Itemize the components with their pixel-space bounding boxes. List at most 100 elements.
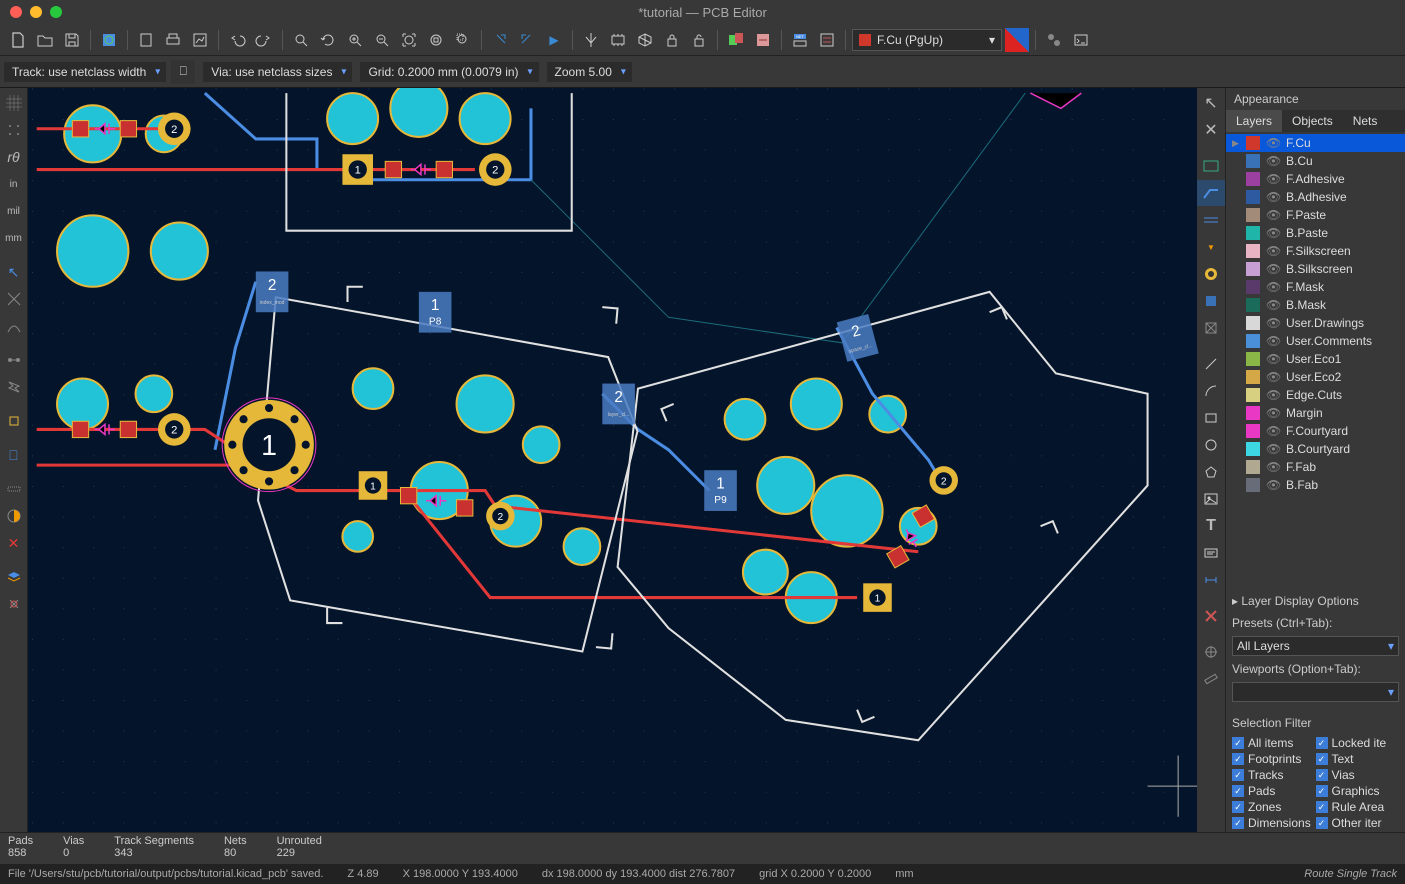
track-width-selector[interactable]: Track: use netclass width — [4, 65, 166, 79]
print-icon[interactable] — [161, 28, 185, 52]
3d-viewer-icon[interactable] — [633, 28, 657, 52]
layers-palette-icon[interactable] — [0, 564, 27, 590]
place-via-icon[interactable] — [1197, 261, 1225, 287]
grid-selector[interactable]: Grid: 0.2000 mm (0.0079 in) — [360, 65, 538, 79]
open-file-icon[interactable] — [33, 28, 57, 52]
filter-checkbox[interactable]: ✓Graphics — [1316, 784, 1400, 798]
lock-icon[interactable] — [660, 28, 684, 52]
net-color-icon[interactable]: ✕ — [0, 530, 27, 556]
layer-row[interactable]: 👁B.Adhesive — [1226, 188, 1405, 206]
via-display-icon[interactable]: ⎕ — [0, 442, 27, 468]
window-minimize-button[interactable] — [30, 6, 42, 18]
filter-checkbox[interactable]: ✓Rule Area — [1316, 800, 1400, 814]
ratsnest-curved-icon[interactable] — [0, 313, 27, 339]
units-inches-icon[interactable]: in — [0, 171, 27, 197]
unlock-icon[interactable] — [687, 28, 711, 52]
refresh-icon[interactable] — [316, 28, 340, 52]
ratsnest-toggle-icon[interactable] — [0, 286, 27, 312]
update-from-schematic-icon[interactable] — [724, 28, 748, 52]
layer-row[interactable]: 👁F.Courtyard — [1226, 422, 1405, 440]
filter-checkbox[interactable]: ✓Zones — [1232, 800, 1316, 814]
zone-display-icon[interactable] — [0, 374, 27, 400]
zoom-objects-icon[interactable] — [424, 28, 448, 52]
layer-row[interactable]: 👁B.Cu — [1226, 152, 1405, 170]
window-close-button[interactable] — [10, 6, 22, 18]
viewports-selector[interactable]: ▾ — [1232, 682, 1399, 702]
draw-line-icon[interactable] — [1197, 351, 1225, 377]
grid-overrides-icon[interactable] — [0, 117, 27, 143]
track-display-icon[interactable] — [0, 476, 27, 502]
place-textbox-icon[interactable] — [1197, 540, 1225, 566]
place-image-icon[interactable] — [1197, 486, 1225, 512]
delete-icon[interactable] — [1197, 603, 1225, 629]
undo-icon[interactable] — [225, 28, 249, 52]
rotate-cw-icon[interactable] — [515, 28, 539, 52]
highlight-net-tool-icon[interactable]: ✕ — [1197, 117, 1225, 143]
layer-row[interactable]: 👁F.Adhesive — [1226, 170, 1405, 188]
filter-checkbox[interactable]: ✓Pads — [1232, 784, 1316, 798]
plugin-icon[interactable] — [1042, 28, 1066, 52]
layer-pair-swatch[interactable] — [1005, 28, 1029, 52]
draw-circle-icon[interactable] — [1197, 432, 1225, 458]
filter-checkbox[interactable]: ✓Tracks — [1232, 768, 1316, 782]
layer-row[interactable]: 👁B.Silkscreen — [1226, 260, 1405, 278]
tune-length-icon[interactable]: ▼ — [1197, 234, 1225, 260]
plot-icon[interactable] — [188, 28, 212, 52]
place-zone-icon[interactable] — [1197, 288, 1225, 314]
pad-display-icon[interactable] — [0, 408, 27, 434]
window-zoom-button[interactable] — [50, 6, 62, 18]
filter-checkbox[interactable]: ✓Dimensions — [1232, 816, 1316, 830]
active-layer-selector[interactable]: F.Cu (PgUp) ▾ — [852, 29, 1002, 51]
save-file-icon[interactable] — [60, 28, 84, 52]
tab-objects[interactable]: Objects — [1282, 110, 1343, 132]
zoom-in-icon[interactable] — [343, 28, 367, 52]
footprint-viewer-icon[interactable] — [606, 28, 630, 52]
grid-visible-icon[interactable] — [0, 90, 27, 116]
layer-row[interactable]: 👁F.Silkscreen — [1226, 242, 1405, 260]
layer-row[interactable]: ▶👁F.Cu — [1226, 134, 1405, 152]
zoom-out-icon[interactable] — [370, 28, 394, 52]
draw-polygon-icon[interactable] — [1197, 459, 1225, 485]
layer-row[interactable]: 👁F.Fab — [1226, 458, 1405, 476]
drc-icon[interactable] — [815, 28, 839, 52]
route-track-icon[interactable] — [1197, 180, 1225, 206]
draw-rect-icon[interactable] — [1197, 405, 1225, 431]
units-mils-icon[interactable]: mil — [0, 198, 27, 224]
page-settings-icon[interactable] — [134, 28, 158, 52]
measure-icon[interactable] — [1197, 666, 1225, 692]
zoom-selection-icon[interactable] — [451, 28, 475, 52]
flip-icon[interactable] — [579, 28, 603, 52]
zoom-selector[interactable]: Zoom 5.00 — [547, 65, 632, 79]
filter-checkbox[interactable]: ✓Locked ite — [1316, 736, 1400, 750]
filter-checkbox[interactable]: ✓Other iter — [1316, 816, 1400, 830]
select-tool-icon[interactable]: ↖ — [1197, 90, 1225, 116]
layers-list[interactable]: ▶👁F.Cu👁B.Cu👁F.Adhesive👁B.Adhesive👁F.Past… — [1226, 132, 1405, 590]
filter-checkbox[interactable]: ✓Footprints — [1232, 752, 1316, 766]
polar-coords-icon[interactable]: rθ — [0, 144, 27, 170]
properties-icon[interactable] — [0, 591, 27, 617]
layer-row[interactable]: 👁Margin — [1226, 404, 1405, 422]
filter-checkbox[interactable]: ✓Vias — [1316, 768, 1400, 782]
net-highlight-icon[interactable] — [0, 347, 27, 373]
rotate-ccw-icon[interactable] — [488, 28, 512, 52]
layer-row[interactable]: 👁B.Fab — [1226, 476, 1405, 494]
layer-row[interactable]: 👁User.Eco1 — [1226, 350, 1405, 368]
filter-checkbox[interactable]: ✓Text — [1316, 752, 1400, 766]
layer-row[interactable]: 👁User.Comments — [1226, 332, 1405, 350]
set-origin-icon[interactable] — [1197, 639, 1225, 665]
place-rule-area-icon[interactable] — [1197, 315, 1225, 341]
net-inspector-icon[interactable]: NET — [788, 28, 812, 52]
tab-nets[interactable]: Nets — [1343, 110, 1388, 132]
place-footprint-icon[interactable] — [1197, 153, 1225, 179]
scripting-icon[interactable] — [1069, 28, 1093, 52]
new-file-icon[interactable] — [6, 28, 30, 52]
draw-arc-icon[interactable] — [1197, 378, 1225, 404]
presets-selector[interactable]: All Layers▾ — [1232, 636, 1399, 656]
layer-row[interactable]: 👁B.Courtyard — [1226, 440, 1405, 458]
track-width-settings-button[interactable]: ⎕ — [171, 60, 195, 84]
open-schematic-icon[interactable] — [751, 28, 775, 52]
mirror-h-icon[interactable]: ▶ — [542, 28, 566, 52]
board-setup-icon[interactable] — [97, 28, 121, 52]
find-icon[interactable] — [289, 28, 313, 52]
layer-row[interactable]: 👁B.Mask — [1226, 296, 1405, 314]
